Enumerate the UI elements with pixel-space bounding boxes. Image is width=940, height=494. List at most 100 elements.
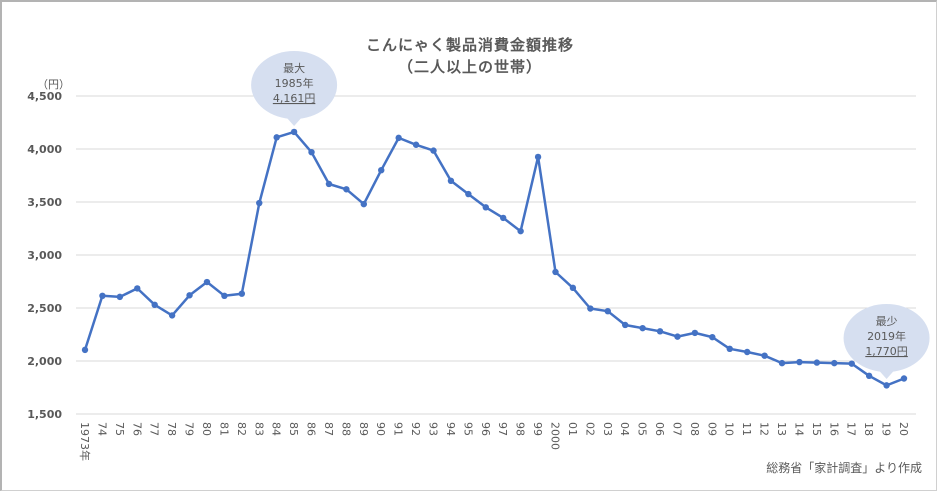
data-point <box>517 227 524 235</box>
min-callout-bubble <box>843 304 930 372</box>
data-point <box>273 134 280 141</box>
max-callout-tail <box>286 117 303 126</box>
x-tick-label: 10 <box>723 422 736 436</box>
source-note: 総務省「家計調査」より作成 <box>766 461 922 475</box>
x-tick-label: 08 <box>688 422 701 436</box>
data-point <box>151 301 158 309</box>
y-tick-label: 4,500 <box>27 90 62 103</box>
x-tick-label: 85 <box>287 422 300 436</box>
data-point <box>587 305 594 312</box>
data-point <box>430 147 437 154</box>
x-tick-label: 95 <box>461 422 474 436</box>
data-point <box>238 290 246 297</box>
callouts: 最大 1985年 4,161円 最少 2019年 1,770円 <box>251 51 930 379</box>
x-tick-label: 94 <box>444 422 457 436</box>
data-point <box>343 186 350 193</box>
x-tick-label: 17 <box>845 422 858 436</box>
x-tick-label: 05 <box>636 422 649 436</box>
x-tick-label: 15 <box>810 422 823 436</box>
data-point <box>831 359 838 367</box>
data-point <box>621 321 629 329</box>
data-point <box>168 312 176 319</box>
x-tick-label: 86 <box>305 422 318 436</box>
data-point <box>604 307 611 315</box>
y-tick-label: 3,000 <box>27 249 62 262</box>
x-tick-label: 75 <box>113 422 126 436</box>
data-point <box>500 214 507 222</box>
data-point <box>465 190 472 198</box>
data-point <box>412 141 420 148</box>
x-tick-label: 03 <box>601 422 614 436</box>
gridlines <box>76 95 916 415</box>
x-tick-label: 82 <box>235 422 248 436</box>
x-tick-label: 83 <box>252 422 265 436</box>
min-callout-label: 最少 <box>876 315 898 328</box>
x-tick-label: 06 <box>653 422 666 436</box>
x-tick-label: 84 <box>270 422 283 436</box>
min-callout: 最少 2019年 1,770円 <box>843 304 930 379</box>
max-callout-label: 最大 <box>283 61 305 75</box>
data-point <box>865 372 873 380</box>
x-tick-label: 98 <box>514 422 527 436</box>
chart-subtitle: （二人以上の世帯） <box>397 58 542 76</box>
x-tick-label: 12 <box>758 422 771 436</box>
data-point <box>813 359 821 366</box>
data-point <box>325 180 333 188</box>
y-tick-label: 2,500 <box>27 302 62 315</box>
data-point <box>883 382 890 389</box>
x-tick-label: 99 <box>531 422 544 436</box>
y-tick-label: 1,500 <box>27 408 62 421</box>
x-tick-label: 2000 <box>548 422 561 450</box>
data-point <box>569 284 577 292</box>
x-tick-label: 09 <box>705 422 718 436</box>
x-tick-label: 93 <box>427 422 440 436</box>
data-point <box>447 177 455 184</box>
x-tick-label: 97 <box>496 422 509 436</box>
x-tick-label: 11 <box>740 422 753 436</box>
data-point <box>378 167 385 174</box>
x-tick-label: 92 <box>409 422 422 436</box>
x-tick-label: 87 <box>322 422 335 436</box>
x-tick-label: 13 <box>775 422 788 436</box>
data-point <box>134 285 141 292</box>
series-line <box>83 130 905 387</box>
x-tick-label: 91 <box>392 422 405 436</box>
x-tick-label: 81 <box>217 422 230 436</box>
data-point <box>761 352 768 359</box>
max-callout-value: 4,161円 <box>273 92 316 105</box>
data-point <box>534 153 542 161</box>
data-point <box>395 134 402 142</box>
y-axis-ticks: 1,500 2,000 2,500 3,000 3,500 4,000 4,500 <box>27 90 62 421</box>
data-point <box>256 199 263 207</box>
x-tick-label: 02 <box>583 422 596 436</box>
x-tick-label: 07 <box>670 422 683 436</box>
data-point <box>726 345 733 353</box>
data-point <box>203 278 211 286</box>
chart-title: こんにゃく製品消費金額推移 <box>365 36 574 54</box>
data-point <box>848 360 855 367</box>
x-tick-label: 80 <box>200 422 213 436</box>
x-tick-label: 79 <box>183 422 196 436</box>
x-axis-ticks: 1973年 74 75 76 77 78 79 80 81 82 83 84 85 86 87 88 89 90 9… <box>78 422 910 461</box>
y-tick-label: 2,000 <box>27 355 62 368</box>
data-point <box>290 128 298 136</box>
x-tick-label: 89 <box>357 422 370 436</box>
x-tick-label: 18 <box>862 422 875 436</box>
x-tick-label: 78 <box>165 422 178 436</box>
x-tick-label: 77 <box>148 422 161 436</box>
min-callout-value: 1,770円 <box>865 345 908 358</box>
data-point <box>116 293 124 301</box>
x-tick-label: 1973年 <box>78 422 92 461</box>
data-point <box>221 292 228 300</box>
data-point <box>656 328 664 335</box>
data-point <box>674 333 681 340</box>
x-tick-label: 19 <box>880 422 893 436</box>
data-point <box>778 359 786 367</box>
x-tick-label: 01 <box>566 422 579 436</box>
x-tick-label: 90 <box>374 422 387 436</box>
data-point <box>482 204 489 211</box>
data-point <box>81 346 89 354</box>
x-tick-label: 74 <box>95 422 108 436</box>
